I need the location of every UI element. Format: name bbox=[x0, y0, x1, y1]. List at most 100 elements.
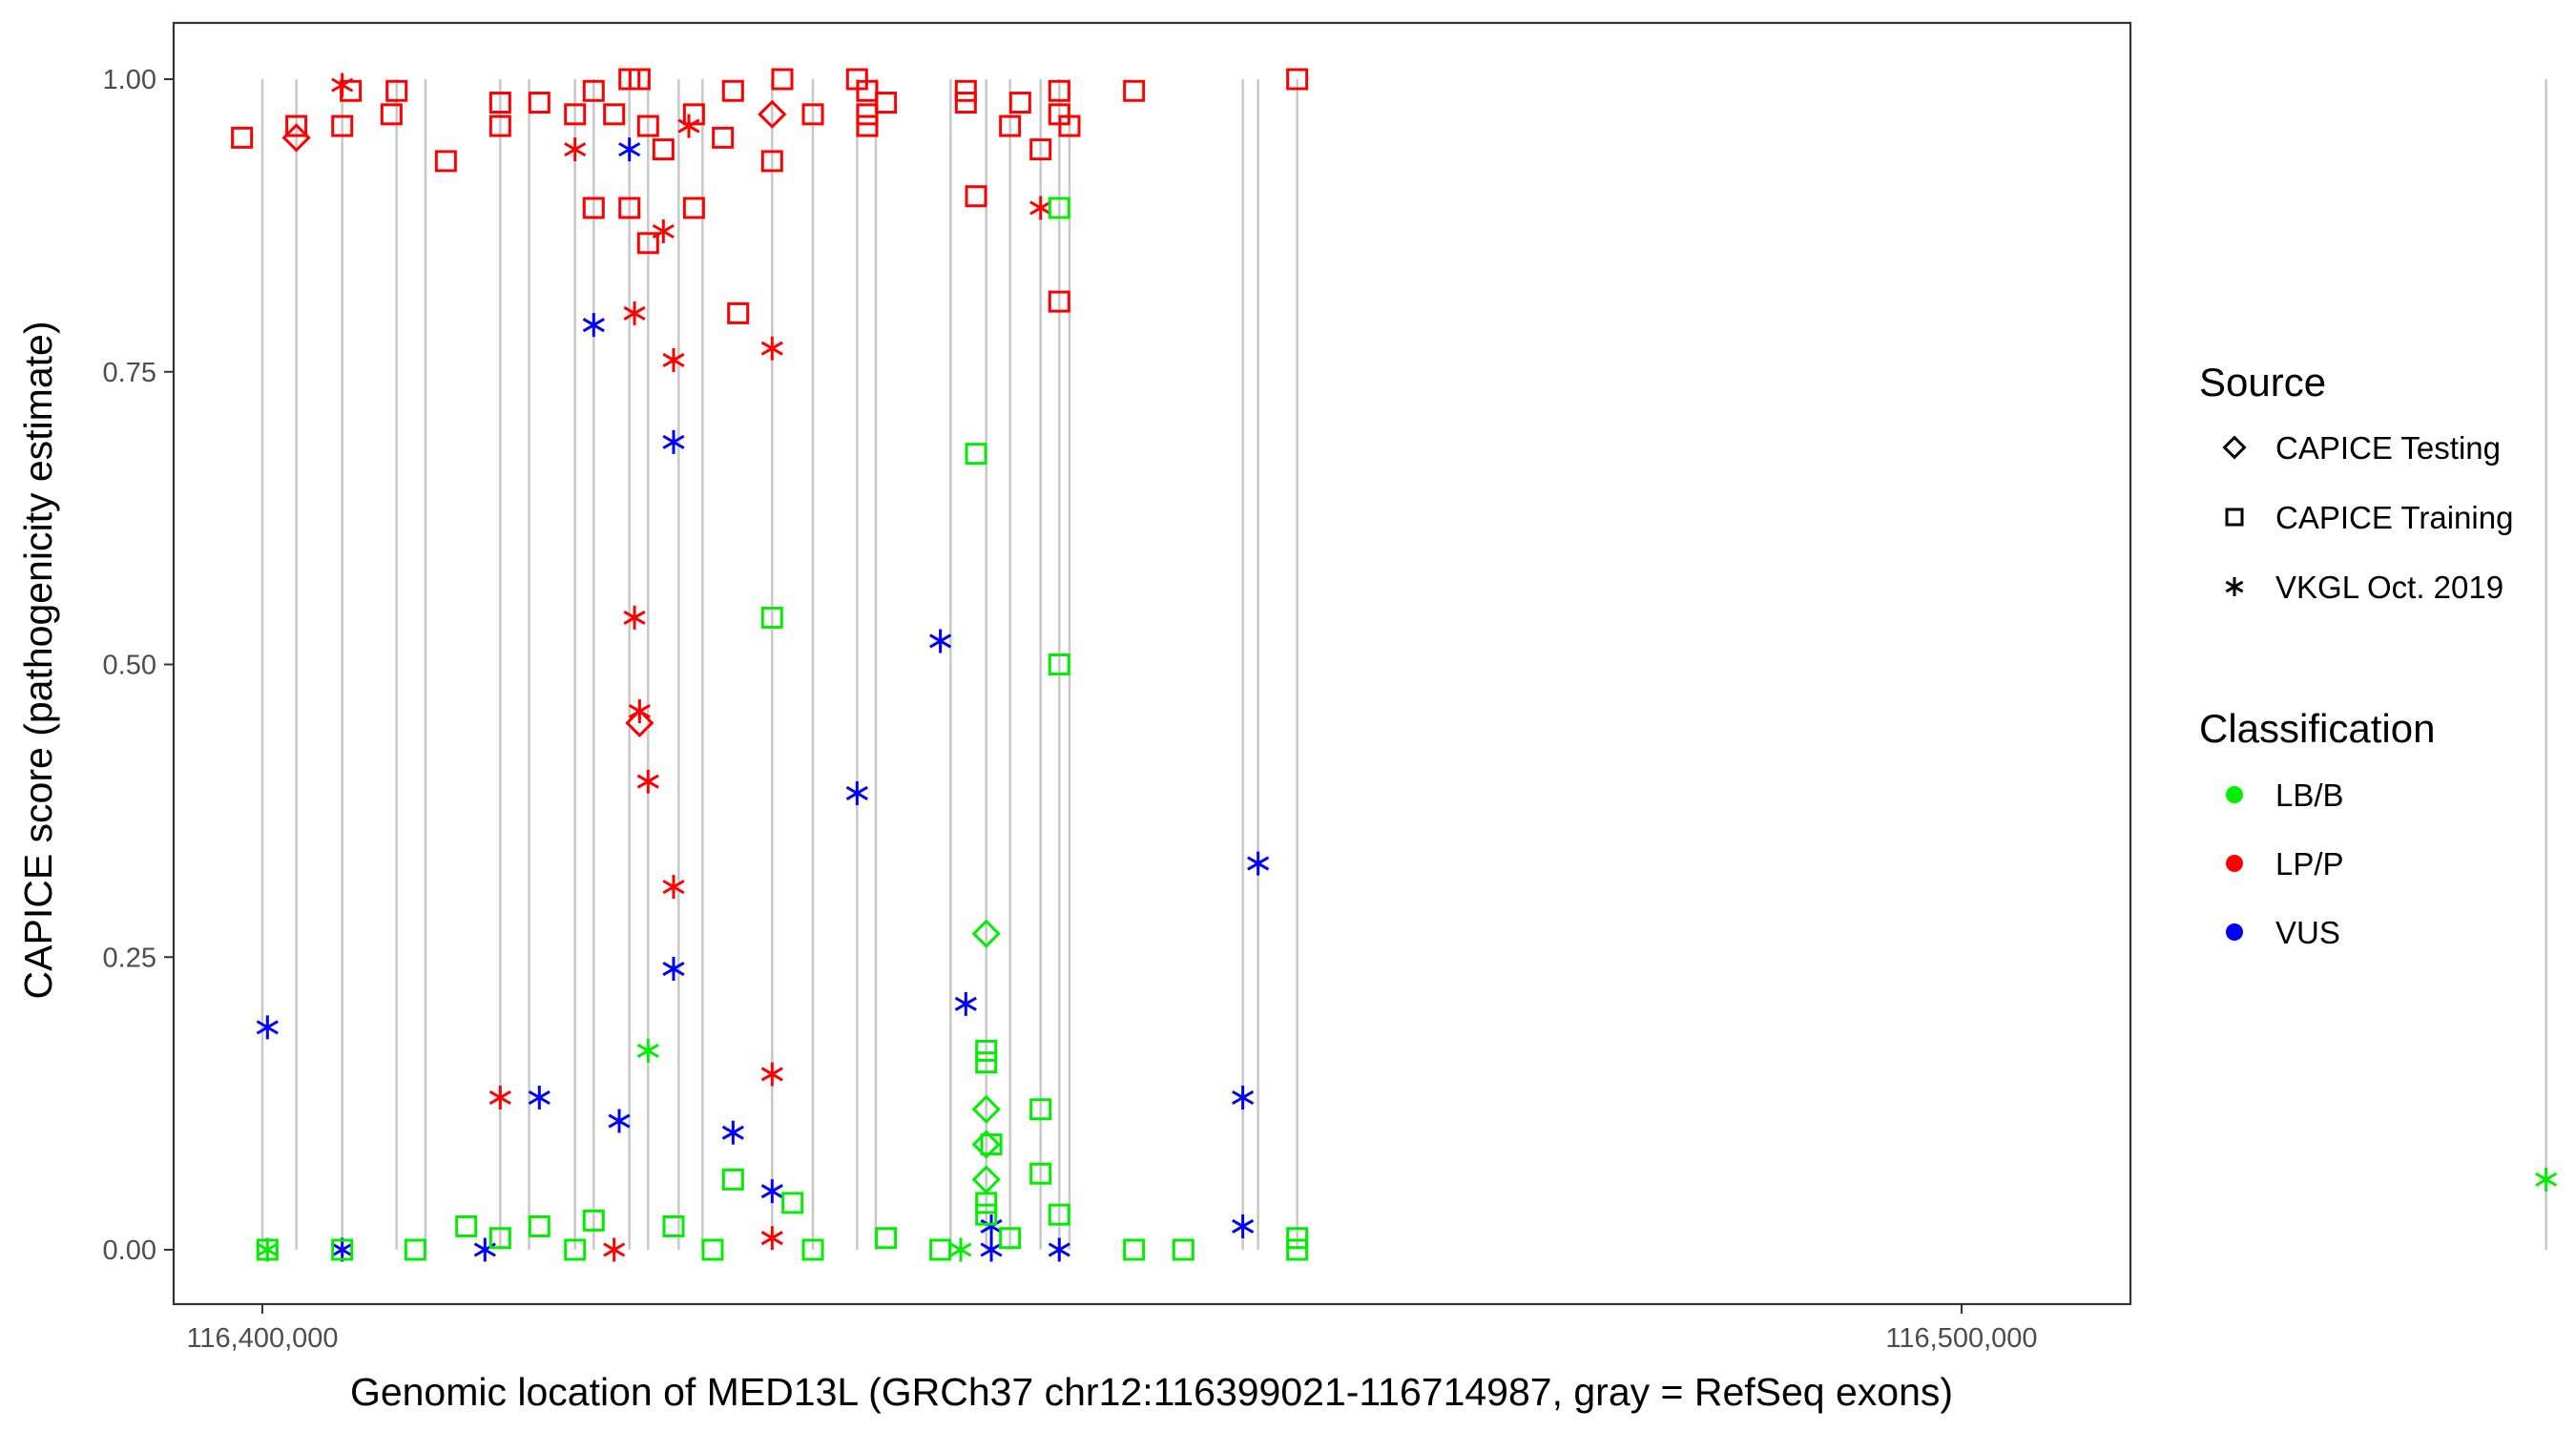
exon-lines bbox=[260, 79, 2547, 1250]
data-point-vkgl-vus bbox=[528, 1085, 551, 1110]
data-point-vkgl-vus bbox=[929, 629, 952, 653]
data-point-vkgl-lpp bbox=[760, 336, 783, 361]
data-point-vkgl-lpp bbox=[564, 137, 587, 162]
data-points bbox=[231, 68, 2558, 1262]
data-point-training-lbb bbox=[1048, 197, 1070, 219]
x-tick-label: 116,400,000 bbox=[186, 1323, 338, 1354]
data-point-training-lpp bbox=[1286, 68, 1309, 91]
legend-color-dot-icon bbox=[2226, 923, 2243, 941]
data-point-training-lbb bbox=[404, 1238, 426, 1261]
y-tick-label: 0.25 bbox=[103, 943, 156, 973]
data-point-training-lpp bbox=[582, 197, 605, 219]
data-point-training-lbb bbox=[929, 1238, 952, 1261]
data-point-training-lpp bbox=[285, 114, 308, 137]
data-point-vkgl-lpp bbox=[652, 219, 675, 244]
data-point-training-lpp bbox=[856, 114, 879, 137]
legend-classification-label: LP/P bbox=[2275, 846, 2344, 881]
data-point-training-lbb bbox=[488, 1227, 511, 1250]
data-point-training-lpp bbox=[954, 92, 977, 114]
legend-color-dot-icon bbox=[2226, 855, 2243, 872]
data-point-vkgl-lpp bbox=[623, 301, 646, 325]
y-tick-label: 1.00 bbox=[103, 65, 156, 95]
data-point-training-lbb bbox=[999, 1227, 1022, 1250]
data-point-training-lbb bbox=[975, 1039, 998, 1062]
x-axis-title: Genomic location of MED13L (GRCh37 chr12… bbox=[350, 1370, 1953, 1414]
data-point-training-lpp bbox=[385, 79, 408, 102]
data-point-testing-lpp bbox=[281, 123, 311, 153]
x-tick-label: 116,500,000 bbox=[1885, 1323, 2037, 1354]
data-point-training-lpp bbox=[1058, 114, 1081, 137]
legend-source-label: CAPICE Testing bbox=[2275, 430, 2501, 466]
data-point-vkgl-lpp bbox=[603, 1237, 626, 1262]
data-point-training-lbb bbox=[760, 606, 783, 629]
data-point-training-lbb bbox=[1048, 653, 1070, 675]
data-point-training-lpp bbox=[628, 68, 651, 91]
data-point-training-lpp bbox=[636, 114, 659, 137]
data-point-vkgl-lbb bbox=[949, 1237, 972, 1262]
legend-classification-title: Classification bbox=[2199, 706, 2435, 751]
data-point-training-lpp bbox=[618, 197, 641, 219]
data-point-vkgl-vus bbox=[760, 1179, 783, 1204]
data-point-testing-lbb bbox=[971, 919, 1001, 948]
data-point-vkgl-vus bbox=[721, 1120, 744, 1145]
data-point-vkgl-vus bbox=[980, 1213, 1003, 1238]
legend-color-dot-icon bbox=[2226, 786, 2243, 803]
y-tick-label: 0.50 bbox=[103, 651, 156, 681]
data-point-training-lpp bbox=[1048, 79, 1070, 102]
legend-classification-label: VUS bbox=[2275, 915, 2340, 950]
y-tick-label: 0.75 bbox=[103, 358, 156, 388]
data-point-training-lpp bbox=[682, 197, 705, 219]
data-point-testing-lbb bbox=[971, 1130, 1001, 1159]
data-point-vkgl-vus bbox=[1247, 851, 1270, 876]
legend-source-label: VKGL Oct. 2019 bbox=[2275, 570, 2503, 605]
data-point-vkgl-vus bbox=[1048, 1237, 1070, 1262]
data-point-training-lpp bbox=[564, 103, 587, 126]
data-point-vkgl-lpp bbox=[662, 875, 685, 900]
data-point-vkgl-vus bbox=[662, 429, 685, 454]
data-point-training-lpp bbox=[801, 103, 824, 126]
data-point-vkgl-vus bbox=[1232, 1213, 1255, 1238]
data-point-vkgl-vus bbox=[954, 991, 977, 1016]
data-point-training-lbb bbox=[662, 1214, 685, 1237]
data-point-training-lbb bbox=[1029, 1098, 1052, 1121]
data-point-vkgl-lpp bbox=[628, 699, 651, 724]
data-point-vkgl-vus bbox=[662, 957, 685, 982]
data-point-training-lbb bbox=[875, 1227, 898, 1250]
y-axis: 0.00 0.25 0.50 0.75 1.00 bbox=[103, 65, 174, 1266]
data-point-training-lpp bbox=[231, 126, 254, 149]
data-point-training-lpp bbox=[636, 232, 659, 255]
legend-source-items: CAPICE Testing CAPICE Training VKGL Oct. 2… bbox=[2222, 430, 2513, 605]
data-point-vkgl-vus bbox=[331, 1237, 354, 1262]
data-point-testing-lpp bbox=[758, 99, 787, 129]
legend-source-label: CAPICE Training bbox=[2275, 500, 2513, 535]
data-point-training-lpp bbox=[965, 185, 987, 208]
data-point-training-lbb bbox=[975, 1051, 998, 1074]
data-point-training-lpp bbox=[727, 301, 750, 324]
legend-asterisk-icon bbox=[2225, 577, 2244, 596]
data-point-vkgl-lpp bbox=[760, 1062, 783, 1087]
data-point-training-lbb bbox=[455, 1214, 478, 1237]
data-point-vkgl-vus bbox=[256, 1015, 279, 1040]
data-point-vkgl-vus bbox=[618, 137, 641, 162]
data-point-training-lbb bbox=[582, 1209, 605, 1232]
data-point-training-lbb bbox=[1172, 1238, 1195, 1261]
data-point-training-lbb bbox=[1286, 1227, 1309, 1250]
data-point-training-lpp bbox=[488, 114, 511, 137]
data-point-testing-lbb bbox=[971, 1094, 1001, 1124]
data-point-vkgl-lbb bbox=[2535, 1167, 2558, 1192]
data-point-vkgl-vus bbox=[1232, 1085, 1255, 1110]
data-point-training-lbb bbox=[965, 443, 987, 466]
legend-diamond-icon bbox=[2222, 435, 2247, 460]
data-point-training-lpp bbox=[721, 79, 744, 102]
data-point-vkgl-lbb bbox=[636, 1038, 659, 1063]
data-point-training-lpp bbox=[954, 79, 977, 102]
data-point-testing-lbb bbox=[971, 1165, 1001, 1194]
data-point-training-lpp bbox=[488, 92, 511, 114]
data-point-training-lpp bbox=[1029, 138, 1052, 161]
data-point-training-lpp bbox=[1008, 92, 1031, 114]
data-point-training-lpp bbox=[856, 79, 879, 102]
data-point-training-lbb bbox=[975, 1203, 998, 1226]
data-point-training-lbb bbox=[721, 1168, 744, 1191]
data-point-training-lpp bbox=[712, 126, 735, 149]
